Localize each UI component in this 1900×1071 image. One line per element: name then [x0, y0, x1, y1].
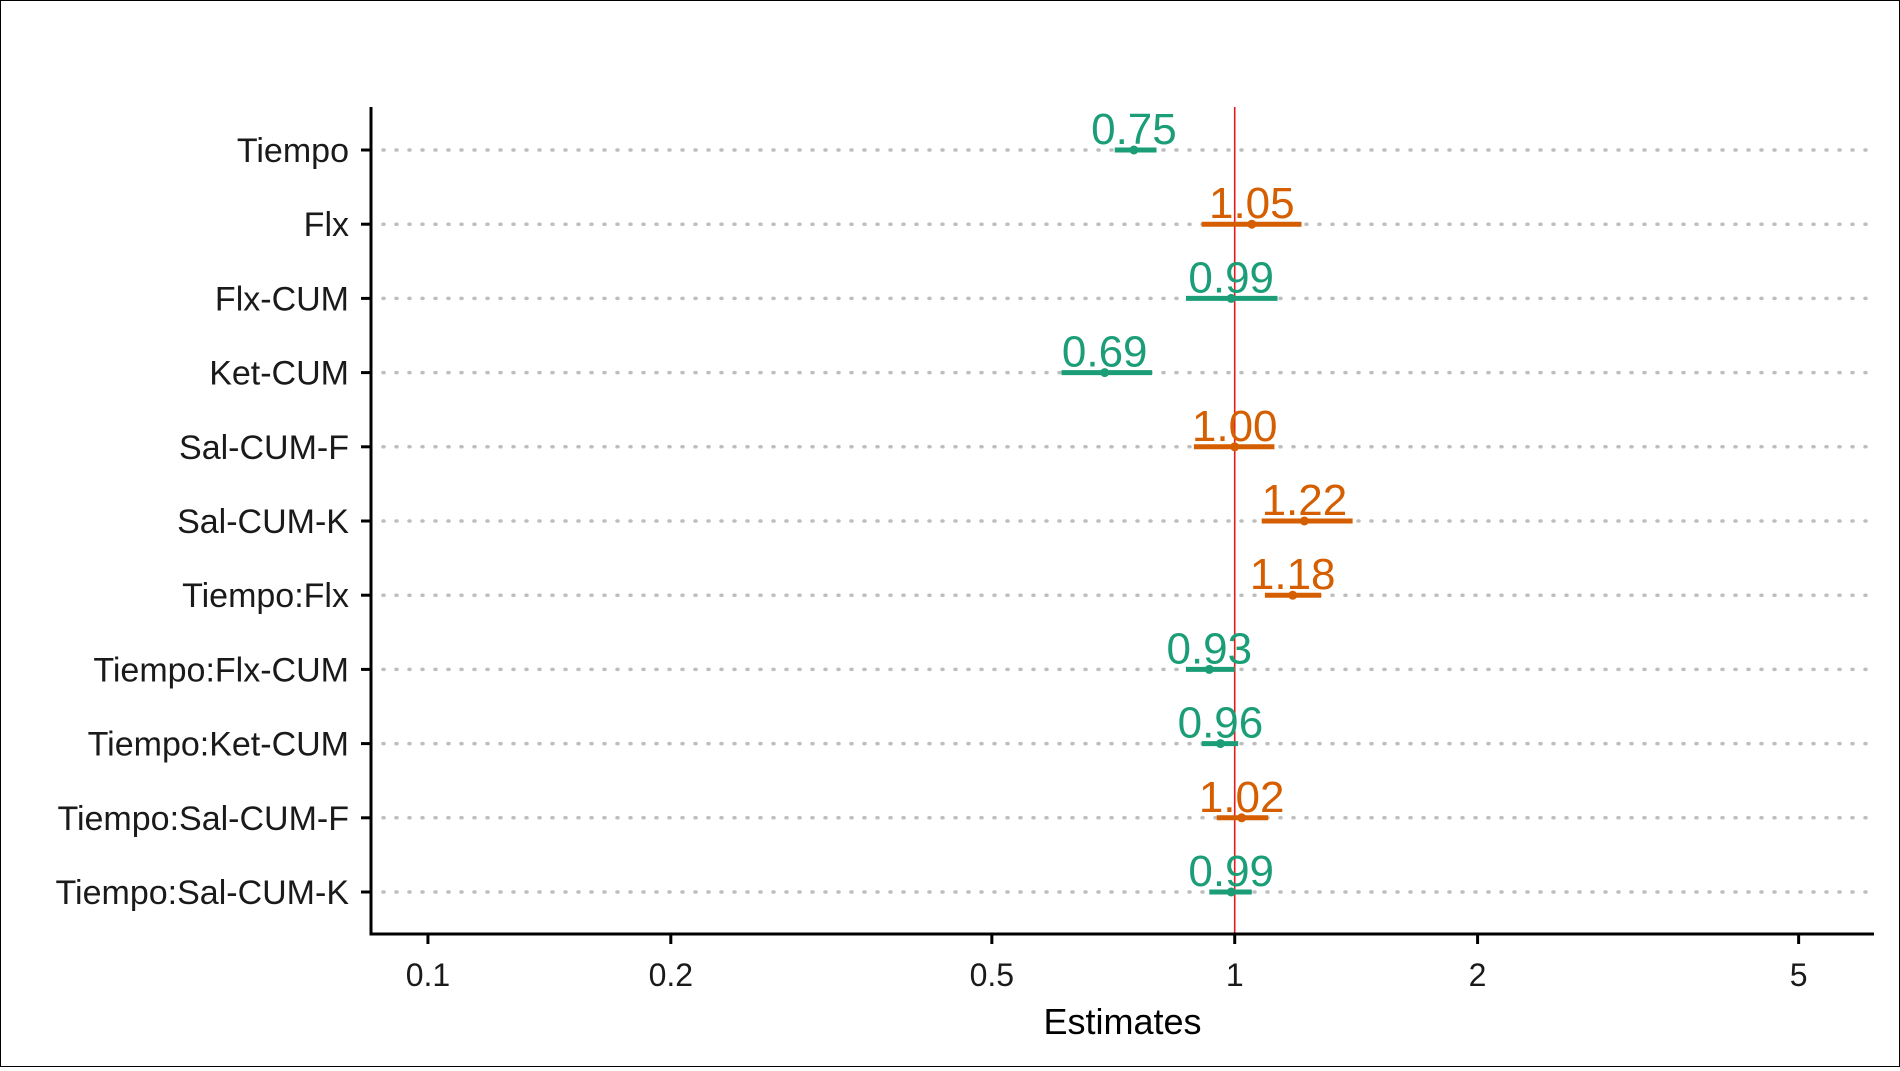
y-tick-label: Sal-CUM-K	[177, 503, 349, 541]
estimate-label: 1.22	[1262, 476, 1348, 525]
x-tick-label: 0.2	[649, 957, 693, 993]
estimate-point	[1204, 664, 1214, 674]
estimate-labels: 0.75 1.05 0.99 0.69 1.00 1.22 1.18 0.93 0.96 1.02…	[1062, 105, 1347, 896]
y-tick-label: Sal-CUM-F	[179, 429, 349, 467]
estimate-point	[1226, 887, 1236, 897]
estimate-label: 1.18	[1250, 550, 1336, 599]
x-tick-label: 5	[1790, 957, 1808, 993]
estimate-point	[1100, 368, 1110, 378]
estimate-label: 0.99	[1188, 253, 1274, 302]
y-axis-ticks: Tiempo Flx Flx-CUM Ket-CUM Sal-CUM-F Sal-CUM-…	[56, 132, 371, 912]
y-tick-label: Tiempo:Sal-CUM-K	[56, 874, 350, 912]
y-tick-label: Tiempo:Flx-CUM	[93, 651, 349, 689]
estimate-label: 0.93	[1166, 624, 1252, 673]
estimate-point	[1230, 442, 1240, 452]
x-tick-label: 0.1	[406, 957, 450, 993]
estimate-label: 1.05	[1209, 179, 1295, 228]
estimate-point	[1247, 219, 1257, 229]
x-axis-ticks: 0.1 0.2 0.5 1 2 5	[406, 934, 1808, 993]
confidence-intervals	[1061, 145, 1353, 897]
estimate-point	[1237, 813, 1247, 823]
grid-lines	[381, 148, 1876, 894]
estimate-label: 1.02	[1199, 773, 1285, 822]
estimate-label: 0.75	[1091, 105, 1177, 154]
x-tick-label: 0.5	[970, 957, 1014, 993]
estimate-point	[1299, 516, 1309, 526]
y-tick-label: Tiempo	[237, 132, 349, 170]
x-tick-label: 2	[1469, 957, 1487, 993]
estimate-point	[1288, 590, 1298, 600]
y-tick-label: Tiempo:Ket-CUM	[88, 726, 349, 764]
estimate-label: 0.99	[1188, 847, 1274, 896]
y-tick-label: Flx	[304, 206, 349, 244]
y-tick-label: Ket-CUM	[209, 355, 349, 393]
estimate-point	[1226, 293, 1236, 303]
y-tick-label: Tiempo:Sal-CUM-F	[57, 800, 349, 838]
y-tick-label: Tiempo:Flx	[182, 577, 349, 615]
x-axis-label: Estimates	[1043, 1001, 1201, 1042]
estimate-label: 0.96	[1178, 699, 1264, 748]
x-tick-label: 1	[1226, 957, 1244, 993]
estimate-point	[1129, 145, 1139, 155]
y-tick-label: Flx-CUM	[215, 280, 349, 318]
estimate-label: 0.69	[1062, 328, 1148, 377]
estimate-label: 1.00	[1192, 402, 1278, 451]
estimate-point	[1215, 739, 1225, 749]
